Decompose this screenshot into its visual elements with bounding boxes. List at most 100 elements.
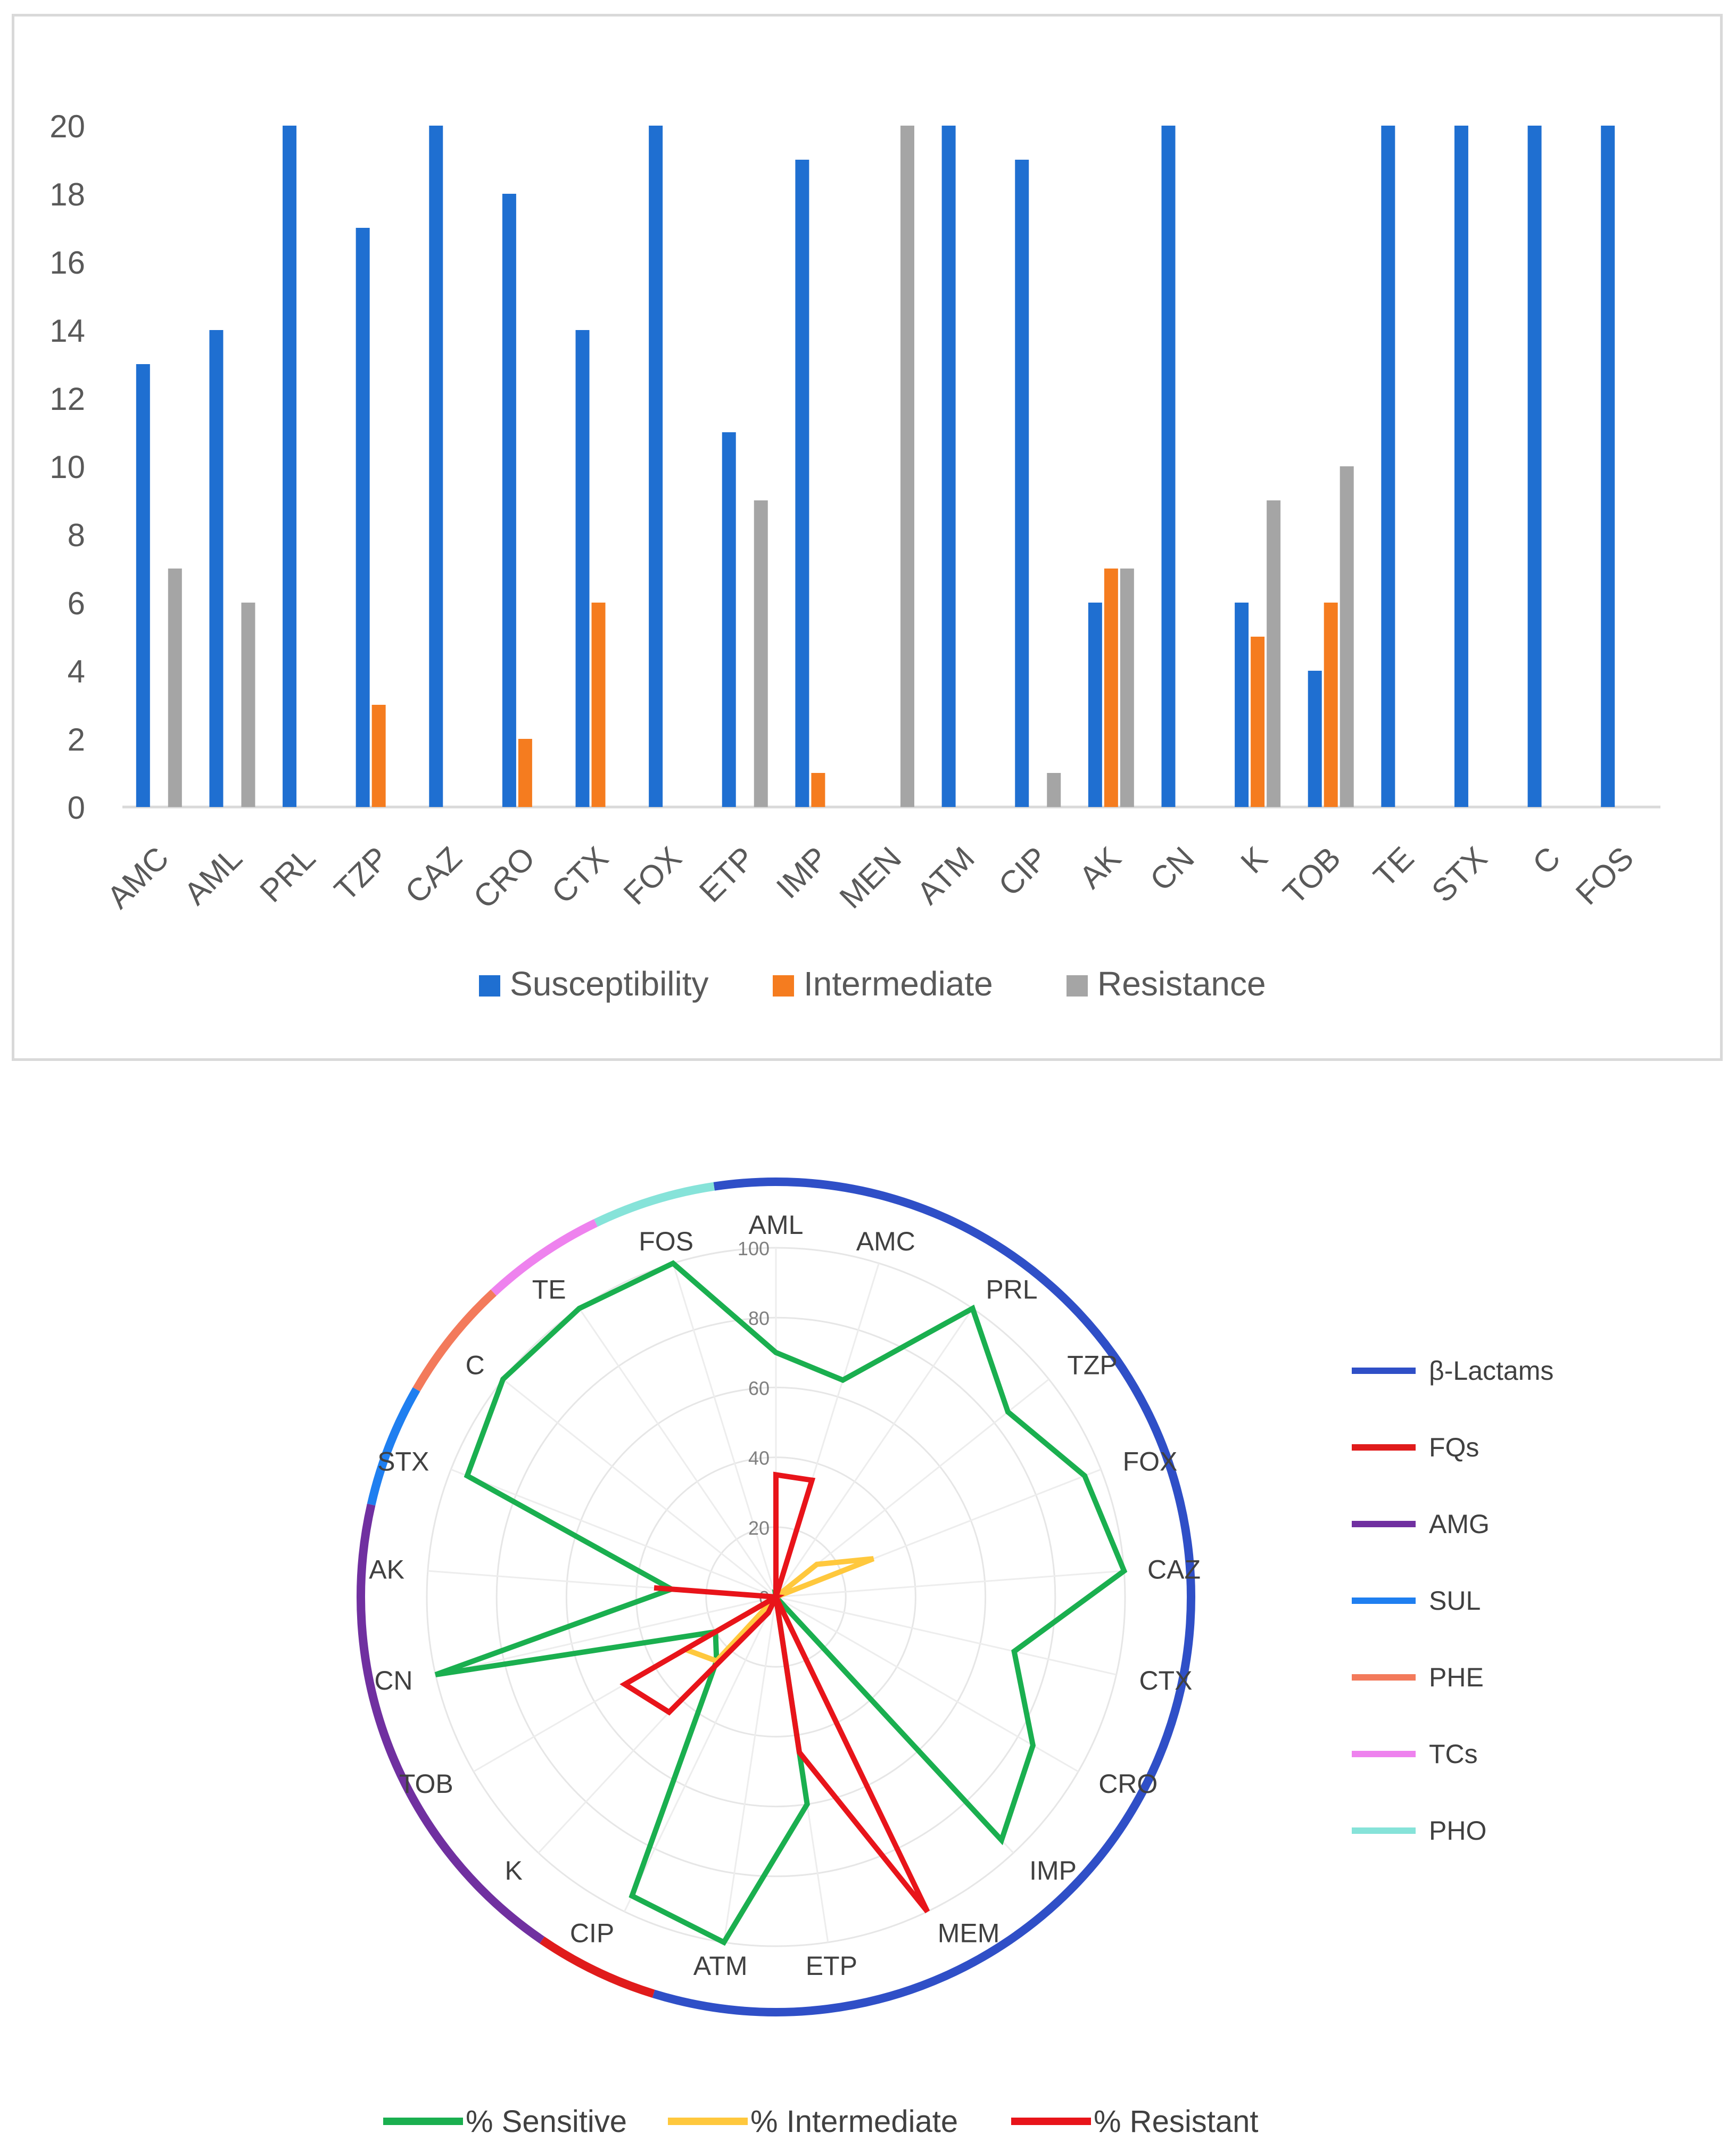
x-tick-label: ATM xyxy=(910,840,981,911)
bar-susceptibility-cn xyxy=(1161,126,1176,807)
axis-label-k: K xyxy=(505,1856,523,1885)
bar-intermediate-cro xyxy=(518,739,532,807)
bar-susceptibility-cip xyxy=(1015,160,1029,807)
x-tick-label: FOX xyxy=(617,840,689,912)
x-tick-label: IMP xyxy=(770,840,835,905)
axis-label-fos: FOS xyxy=(639,1226,693,1256)
axis-label-prl: PRL xyxy=(986,1275,1037,1305)
grid-spoke xyxy=(672,1263,777,1598)
radar-chart: 020406080100AMLAMCPRLTZPFOXCAZCTXCROIMPM… xyxy=(357,1178,1553,2139)
r-tick-label: 80 xyxy=(748,1307,770,1329)
bar-susceptibility-amc xyxy=(136,364,150,807)
grid-spoke xyxy=(624,1596,777,1912)
bar-resistance-cip xyxy=(1047,773,1061,807)
bar-susceptibility-etp xyxy=(722,432,736,807)
group-legend-label: AMG xyxy=(1429,1509,1490,1539)
x-tick-label: STX xyxy=(1425,840,1494,909)
x-tick-label: FOS xyxy=(1569,840,1641,912)
axis-label-atm: ATM xyxy=(693,1951,748,1981)
bar-resistance-ak xyxy=(1120,569,1134,807)
y-tick-label: 6 xyxy=(68,586,85,621)
axis-label-amc: AMC xyxy=(856,1226,915,1256)
bar-susceptibility-imp xyxy=(795,160,809,807)
group-legend-label: PHE xyxy=(1429,1662,1484,1692)
x-tick-label: AML xyxy=(177,840,249,912)
grid-spoke xyxy=(578,1308,777,1598)
x-tick-label: CRO xyxy=(466,840,542,916)
group-legend-label: FQs xyxy=(1429,1432,1479,1462)
axis-label-c: C xyxy=(466,1351,485,1380)
group-arc-amg xyxy=(357,1503,545,1944)
series-legend-label: % Sensitive xyxy=(466,2104,627,2139)
bar-intermediate-tzp xyxy=(371,705,386,807)
bar-resistance-aml xyxy=(241,603,255,807)
x-tick-label: K xyxy=(1234,840,1275,880)
bar-resistance-amc xyxy=(168,569,182,807)
x-tick-label: CIP xyxy=(991,840,1054,903)
grid-spoke xyxy=(450,1468,776,1598)
legend-swatch-intermediate xyxy=(773,975,794,997)
group-arc-phe xyxy=(412,1289,497,1392)
bar-susceptibility-fos xyxy=(1601,126,1615,807)
group-arc-lactams xyxy=(652,1178,1195,2016)
series-legend-label: % Intermediate xyxy=(750,2104,958,2139)
x-tick-label: CAZ xyxy=(398,840,468,910)
legend-swatch-susceptibility xyxy=(479,975,500,997)
axis-label-cn: CN xyxy=(374,1666,412,1695)
axis-label-fox: FOX xyxy=(1123,1446,1178,1476)
y-tick-label: 14 xyxy=(49,313,85,349)
grid-spoke xyxy=(775,1596,1117,1676)
x-tick-label: AMC xyxy=(100,840,176,916)
group-legend-label: SUL xyxy=(1429,1586,1481,1616)
y-tick-label: 8 xyxy=(68,517,85,553)
grid-spoke xyxy=(775,1378,1049,1598)
axis-label-ak: AK xyxy=(369,1555,404,1585)
legend-swatch-resistance xyxy=(1067,975,1088,997)
axis-label-imp: IMP xyxy=(1029,1856,1077,1885)
bar-resistance-men xyxy=(900,126,914,807)
y-tick-label: 18 xyxy=(49,177,85,212)
axis-label-te: TE xyxy=(532,1275,566,1305)
bar-susceptibility-tob xyxy=(1308,671,1322,807)
bar-intermediate-imp xyxy=(811,773,825,807)
series-legend-label: % Resistant xyxy=(1094,2104,1258,2139)
y-tick-label: 12 xyxy=(49,381,85,417)
axis-label-tob: TOB xyxy=(399,1769,453,1799)
axis-label-tzp: TZP xyxy=(1067,1351,1117,1380)
axis-label-aml: AML xyxy=(749,1210,804,1240)
y-tick-label: 4 xyxy=(68,654,85,689)
r-tick-label: 20 xyxy=(748,1517,770,1539)
bar-susceptibility-ctx xyxy=(575,330,590,807)
bar-susceptibility-atm xyxy=(941,126,956,807)
grid-spoke xyxy=(723,1596,777,1942)
y-tick-label: 10 xyxy=(49,449,85,485)
legend-label-resistance: Resistance xyxy=(1097,965,1266,1003)
bar-susceptibility-stx xyxy=(1454,126,1468,807)
x-tick-label: CN xyxy=(1143,840,1201,898)
y-tick-label: 0 xyxy=(68,790,85,826)
x-tick-label: TOB xyxy=(1276,840,1348,911)
bar-susceptibility-cro xyxy=(502,194,516,807)
x-tick-label: CTX xyxy=(544,840,615,910)
group-legend-label: PHO xyxy=(1429,1816,1486,1846)
bar-susceptibility-tzp xyxy=(356,228,370,807)
group-legend-label: β-Lactams xyxy=(1429,1356,1553,1386)
x-tick-label: C xyxy=(1526,840,1567,882)
bar-susceptibility-ak xyxy=(1088,603,1102,807)
bar-susceptibility-te xyxy=(1381,126,1395,807)
bar-susceptibility-prl xyxy=(283,126,297,807)
y-tick-label: 16 xyxy=(49,245,85,281)
bar-intermediate-ctx xyxy=(591,603,606,807)
axis-label-cip: CIP xyxy=(570,1919,614,1948)
bar-susceptibility-caz xyxy=(429,126,443,807)
bar-intermediate-tob xyxy=(1324,603,1338,807)
axis-label-etp: ETP xyxy=(806,1951,857,1981)
x-tick-label: AK xyxy=(1072,840,1128,895)
series-line-resistant xyxy=(619,1471,930,1914)
bar-resistance-etp xyxy=(754,500,768,807)
r-tick-label: 40 xyxy=(748,1447,770,1469)
group-arc-fqs xyxy=(540,1936,655,1998)
bar-resistance-tob xyxy=(1340,466,1354,807)
grid-spoke xyxy=(775,1308,973,1598)
